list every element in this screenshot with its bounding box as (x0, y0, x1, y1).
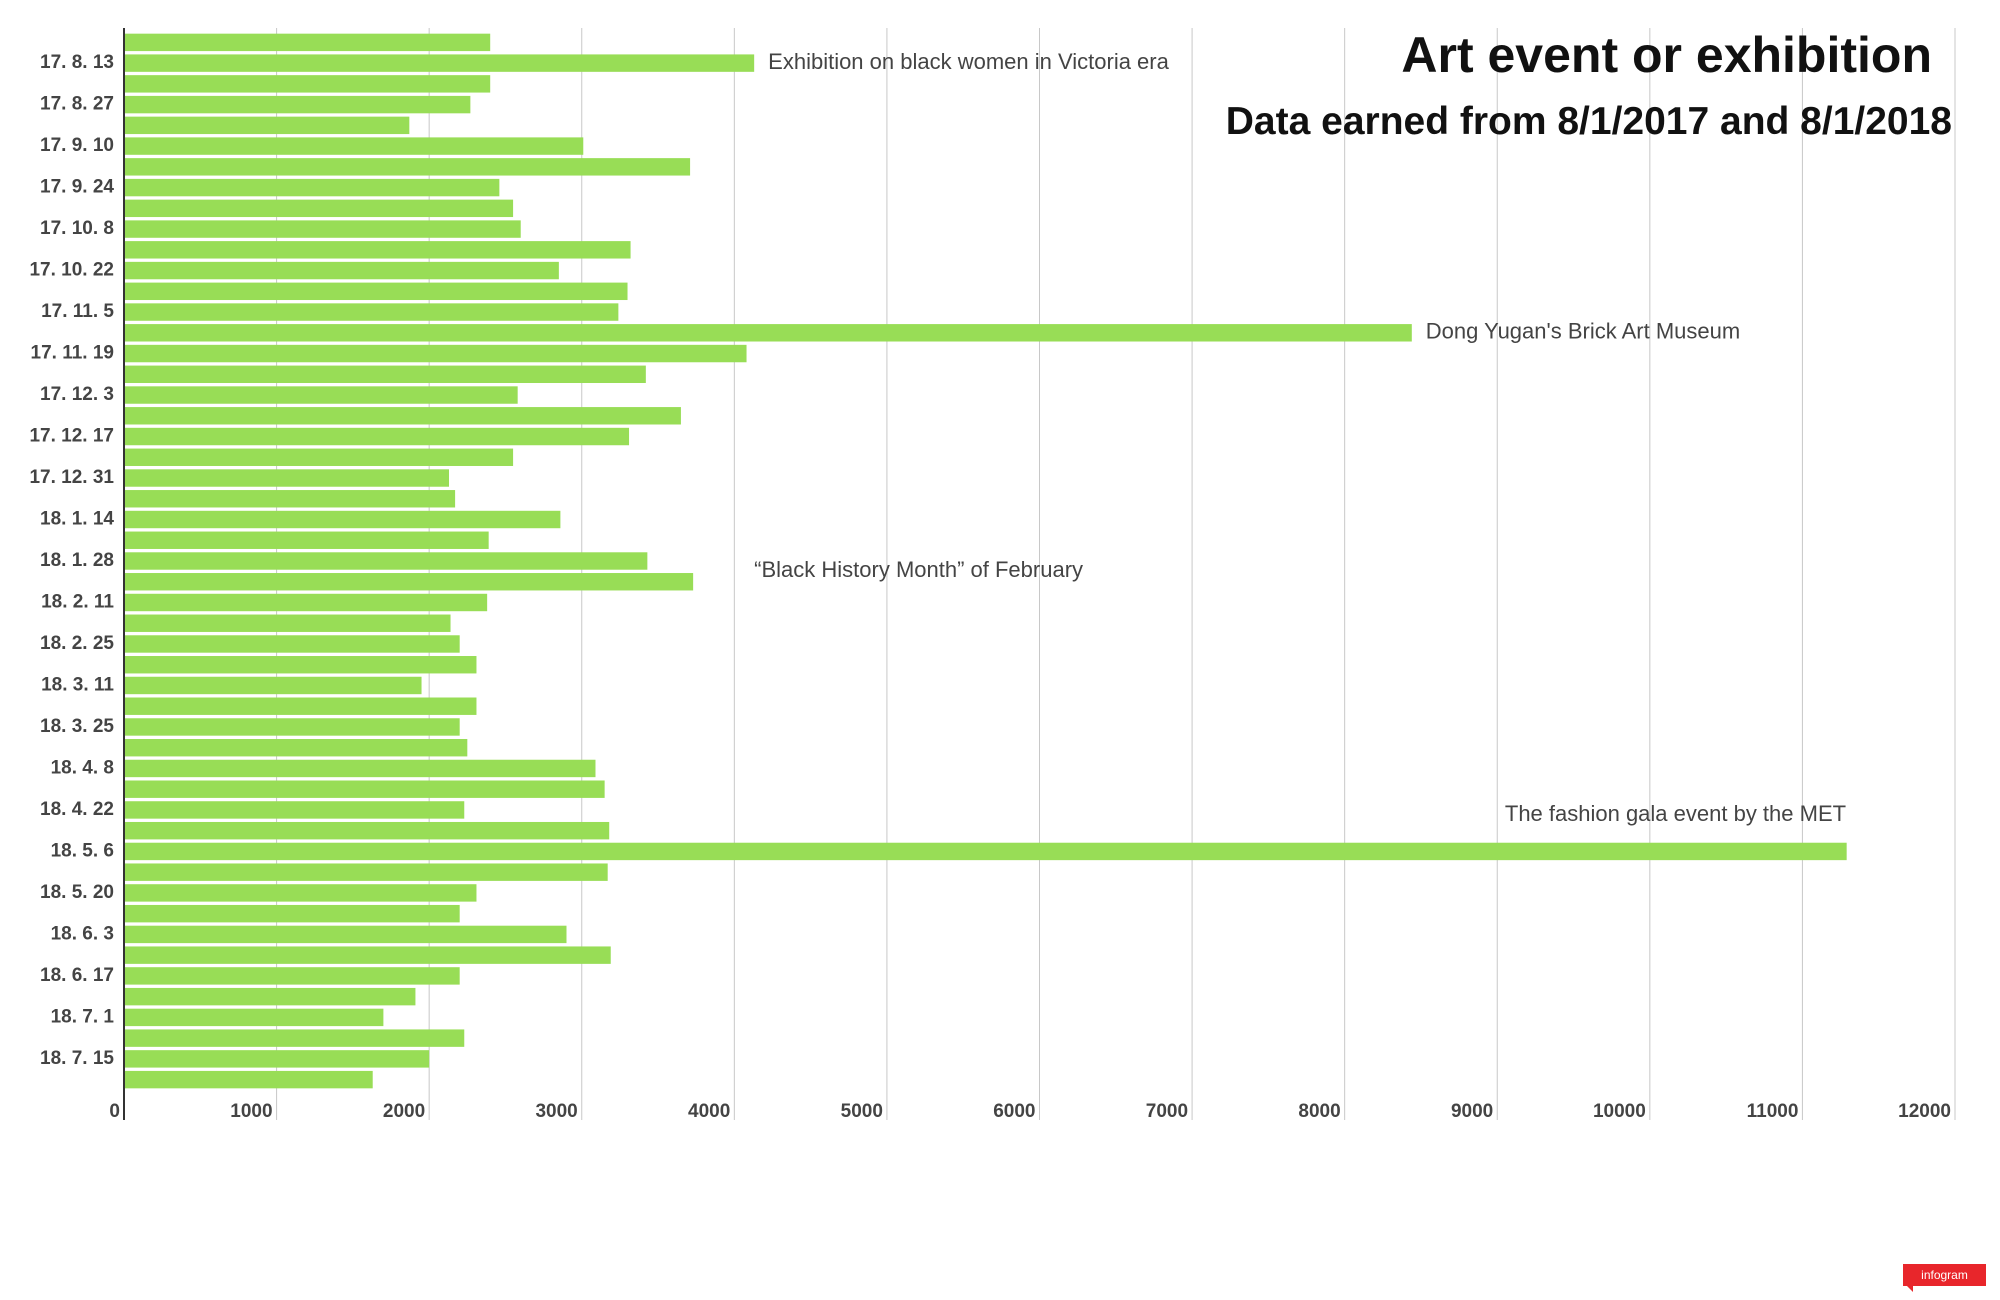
bar (124, 925, 567, 944)
bar (124, 697, 477, 715)
x-tick-label: 4000 (688, 1101, 730, 1122)
bar (124, 241, 631, 259)
y-tick-label: 17. 11. 5 (41, 301, 114, 322)
x-tick-label: 7000 (1146, 1101, 1188, 1122)
bar (124, 863, 608, 881)
annotation-label: “Black History Month” of February (754, 557, 1083, 582)
bar (124, 282, 628, 301)
y-tick-label: 18. 3. 25 (40, 716, 114, 737)
x-tick-label: 5000 (841, 1101, 883, 1122)
y-tick-label: 18. 5. 6 (51, 840, 114, 861)
bar (124, 801, 465, 819)
bar (124, 95, 471, 114)
bar (124, 656, 477, 674)
infogram-logo[interactable]: infogram (1903, 1264, 1986, 1286)
bar (124, 593, 488, 612)
bar (124, 718, 460, 736)
annotation-label: The fashion gala event by the MET (1505, 801, 1846, 826)
y-tick-label: 17. 10. 8 (40, 218, 114, 239)
bar (124, 1008, 384, 1027)
annotation-label: Exhibition on black women in Victoria er… (768, 49, 1169, 74)
x-tick-label: 2000 (383, 1101, 425, 1122)
y-tick-label: 18. 3. 11 (41, 674, 114, 695)
y-tick-label: 17. 8. 27 (40, 94, 114, 115)
bar (124, 178, 500, 197)
x-tick-label: 9000 (1451, 1101, 1493, 1122)
bar (124, 780, 605, 798)
y-tick-label: 18. 6. 3 (51, 923, 114, 944)
bar (124, 614, 451, 632)
bar (124, 676, 422, 695)
x-tick-label: 8000 (1298, 1101, 1340, 1122)
bar (124, 33, 491, 52)
bar (124, 324, 1412, 342)
bar (124, 54, 755, 72)
bar (124, 137, 584, 155)
x-tick-label: 3000 (535, 1101, 577, 1122)
bar (124, 884, 477, 902)
y-tick-label: 17. 8. 13 (40, 52, 114, 73)
bar (124, 510, 561, 529)
bar (124, 904, 460, 923)
y-tick-label: 17. 11. 19 (31, 343, 114, 364)
bar (124, 303, 619, 321)
bar (124, 531, 489, 549)
x-tick-label: 0 (109, 1101, 120, 1122)
bar (124, 365, 646, 384)
y-tick-label: 18. 1. 28 (40, 550, 114, 571)
logo-tail (1903, 1282, 1913, 1292)
y-tick-label: 18. 1. 14 (40, 509, 114, 530)
bar (124, 386, 518, 404)
bar (124, 261, 559, 280)
bar (124, 427, 630, 446)
bar (124, 448, 514, 466)
y-tick-label: 17. 12. 31 (29, 467, 114, 488)
bar (124, 573, 694, 591)
x-tick-label: 11000 (1747, 1101, 1799, 1122)
y-tick-label: 17. 12. 17 (29, 426, 114, 447)
x-tick-label: 1000 (230, 1101, 272, 1122)
y-tick-label: 17. 10. 22 (29, 260, 114, 281)
y-tick-label: 18. 4. 8 (51, 757, 114, 778)
y-tick-label: 18. 7. 15 (40, 1048, 114, 1069)
y-tick-label: 17. 9. 24 (40, 177, 114, 198)
bar (124, 552, 648, 570)
y-tick-label: 18. 4. 22 (40, 799, 114, 820)
bar (124, 490, 456, 508)
bar (124, 75, 491, 93)
bar (124, 1029, 465, 1047)
bar (124, 821, 610, 840)
y-tick-label: 18. 7. 1 (51, 1006, 115, 1027)
bar (124, 987, 416, 1006)
bar (124, 1050, 430, 1068)
bar (124, 967, 460, 985)
bar (124, 199, 514, 218)
bar (124, 407, 681, 425)
annotation-label: Dong Yugan's Brick Art Museum (1426, 319, 1740, 344)
y-tick-label: 17. 12. 3 (40, 384, 114, 405)
y-tick-label: 18. 2. 11 (41, 592, 114, 613)
bar (124, 738, 468, 757)
x-tick-label: 10000 (1593, 1101, 1646, 1122)
bar (124, 220, 521, 238)
bar (124, 469, 450, 487)
bar (124, 946, 611, 964)
y-tick-label: 18. 5. 20 (40, 882, 114, 903)
y-tick-label: 18. 6. 17 (40, 965, 114, 986)
chart-title: Art event or exhibition (1401, 27, 1932, 83)
bar (124, 158, 691, 176)
y-tick-label: 18. 2. 25 (40, 633, 114, 654)
bar (124, 759, 596, 778)
bar (124, 842, 1847, 861)
bar (124, 1070, 373, 1089)
chart-subtitle: Data earned from 8/1/2017 and 8/1/2018 (1225, 100, 1952, 143)
x-tick-label: 6000 (993, 1101, 1035, 1122)
bar (124, 344, 747, 363)
bar (124, 116, 410, 135)
y-tick-label: 17. 9. 10 (40, 135, 114, 156)
x-tick-label: 12000 (1898, 1101, 1951, 1122)
bar (124, 635, 460, 653)
